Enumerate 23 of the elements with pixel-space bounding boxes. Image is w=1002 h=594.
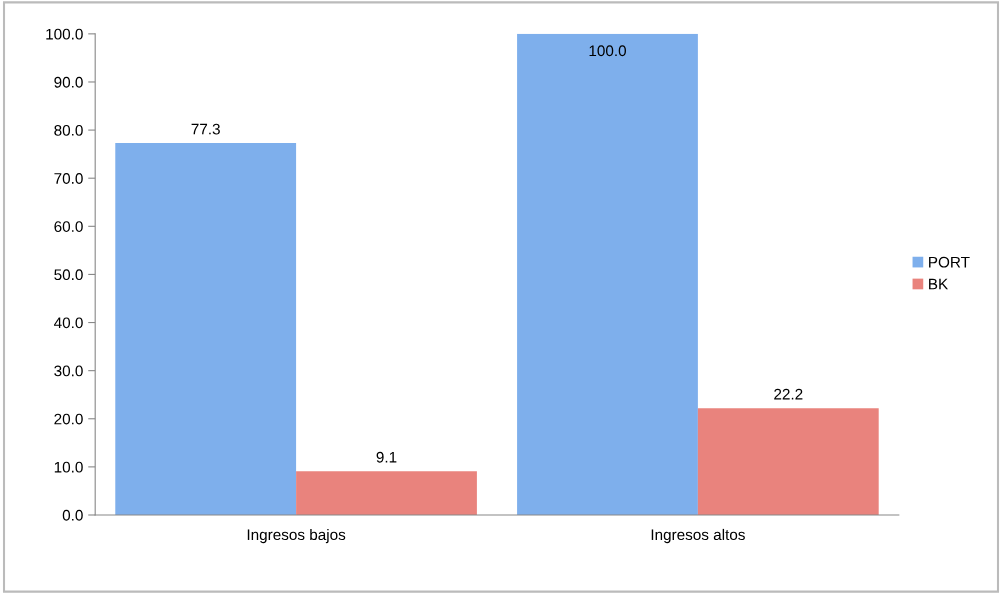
bar [697, 408, 879, 515]
y-tick-label: 60.0 [54, 221, 83, 232]
bar [115, 143, 297, 515]
y-tick-label: 30.0 [54, 365, 83, 377]
data-label: 22.2 [774, 388, 803, 400]
legend-label: PORT [929, 256, 970, 268]
y-tick-label: 70.0 [54, 173, 83, 184]
y-tick-label: 40.0 [54, 317, 83, 329]
y-tick-label: 20.0 [54, 413, 83, 425]
data-label: 100.0 [589, 45, 627, 57]
y-tick-label: 0.0 [62, 509, 83, 521]
x-tick-label: Ingresos bajos [247, 528, 346, 544]
y-tick-label: 80.0 [54, 124, 83, 136]
y-tick-label: 50.0 [54, 269, 83, 281]
x-tick-label: Ingresos altos [651, 528, 745, 544]
bar [517, 33, 698, 515]
bar [296, 471, 477, 515]
legend-label: BK [929, 278, 949, 290]
y-tick-label: 90.0 [54, 76, 83, 88]
y-tick-label: 10.0 [54, 461, 83, 473]
y-tick-label: 100.0 [46, 28, 83, 40]
data-label: 77.3 [191, 123, 220, 135]
data-label: 9.1 [376, 451, 397, 463]
